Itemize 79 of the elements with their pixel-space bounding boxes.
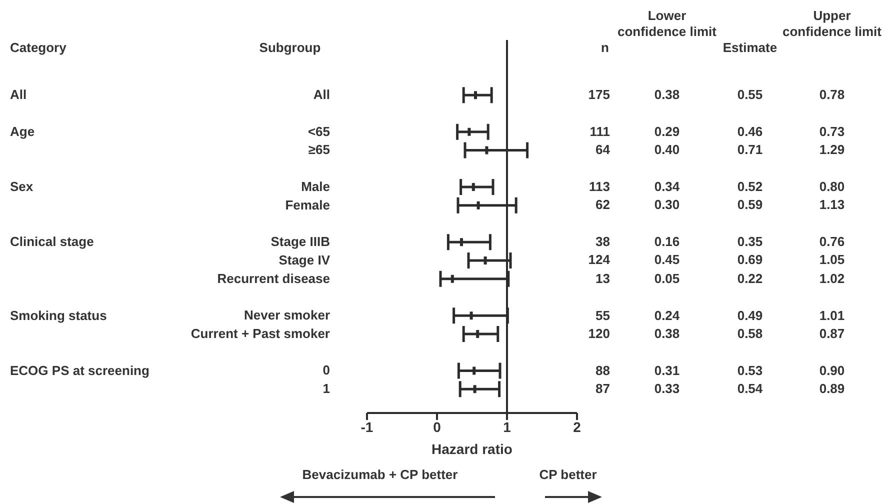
- data-label: 0.49: [736, 308, 764, 324]
- text: Subgroup: [258, 40, 322, 56]
- text: 0.24: [653, 308, 681, 324]
- data-label: 0.59: [736, 197, 764, 214]
- y-tick-label: Female: [285, 197, 330, 212]
- text: ECOG PS at screening: [10, 362, 150, 379]
- data-label: 0.52: [736, 178, 764, 195]
- text: 0.29: [653, 124, 681, 140]
- text: 0.33: [653, 381, 681, 398]
- text: 0.38: [653, 87, 681, 104]
- text: CP better: [538, 467, 598, 483]
- text: Age: [10, 124, 35, 140]
- y-tick-label: Never smoker: [244, 308, 330, 323]
- data-label: 0.46: [736, 124, 764, 140]
- text: Clinical stage: [10, 234, 94, 250]
- x-tick-label: 2: [573, 418, 582, 435]
- text: Smoking status: [10, 308, 107, 324]
- text: 124: [587, 252, 610, 268]
- y-tick-label: 1: [322, 381, 330, 396]
- y-tick-label: Recurrent disease: [217, 270, 330, 286]
- text: 38: [594, 234, 610, 250]
- text: 55: [594, 308, 610, 324]
- text: 0.05: [653, 270, 681, 287]
- data-label: 0.53: [736, 362, 764, 379]
- text: 88: [594, 362, 610, 379]
- text: 175: [587, 87, 610, 104]
- text: 0.80: [818, 178, 846, 195]
- data-label: 0.71: [736, 142, 764, 158]
- text: 0.16: [653, 234, 681, 250]
- text: 64: [594, 142, 610, 158]
- text: All: [10, 87, 27, 104]
- text: 1.13: [818, 197, 846, 214]
- y-tick-label: Stage IIIB: [270, 234, 330, 250]
- data-label: 0.69: [736, 252, 764, 268]
- text: 0.34: [653, 178, 681, 195]
- x-tick-label: 1: [503, 418, 512, 435]
- text: 0.78: [818, 87, 846, 104]
- data-label: 0.22: [736, 270, 764, 287]
- text: 0.31: [653, 362, 681, 379]
- x-tick-label: 0: [433, 418, 442, 435]
- text: Sex: [10, 178, 34, 195]
- text: 13: [594, 270, 610, 287]
- text: 1.02: [818, 270, 846, 287]
- text: Bevacizumab + CP better: [301, 467, 459, 483]
- text: 1.01: [818, 308, 846, 324]
- y-tick-label: 0: [322, 362, 330, 378]
- text: 111: [588, 124, 610, 140]
- text: 0.38: [653, 326, 681, 342]
- text: 87: [594, 381, 610, 398]
- x-axis-title: Hazard ratio: [432, 441, 512, 457]
- text: 1.29: [818, 142, 846, 158]
- y-tick-label: Male: [301, 178, 330, 194]
- y-tick-label: Stage IV: [278, 252, 330, 268]
- text: Upper confidence limit: [782, 8, 882, 40]
- text: 0.87: [818, 326, 846, 342]
- data-label: 0.55: [736, 87, 764, 104]
- text: 0.45: [653, 252, 681, 268]
- text: Estimate: [722, 40, 778, 56]
- text: Lower confidence limit: [617, 8, 717, 40]
- data-label: 0.58: [736, 326, 764, 342]
- text: 113: [588, 178, 610, 195]
- y-tick-label: All: [313, 87, 330, 102]
- y-tick-label: Current + Past smoker: [190, 326, 330, 341]
- data-label: 0.54: [736, 381, 764, 398]
- x-tick-label: -1: [360, 418, 374, 435]
- text: 120: [587, 326, 610, 342]
- y-tick-label: ≥65: [308, 142, 330, 158]
- text: 0.30: [653, 197, 681, 214]
- text: 0.40: [653, 142, 681, 158]
- text: 1.05: [818, 252, 846, 268]
- data-label: 0.35: [736, 234, 764, 250]
- y-tick-label: <65: [308, 124, 330, 139]
- text: 0.76: [818, 234, 846, 250]
- text: 0.90: [818, 362, 846, 379]
- text: 62: [594, 197, 610, 214]
- text: 0.73: [818, 124, 846, 140]
- text: 0.89: [818, 381, 846, 398]
- text: Category: [10, 40, 68, 56]
- text: n: [600, 40, 610, 56]
